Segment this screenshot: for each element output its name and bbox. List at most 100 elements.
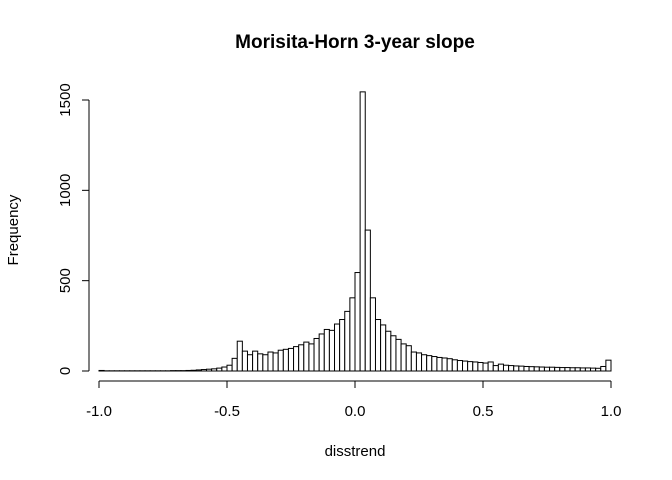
histogram-bar: [206, 368, 213, 372]
histogram-bar: [221, 366, 228, 372]
histogram-bar: [405, 345, 412, 372]
histogram-bar: [543, 366, 551, 372]
histogram-bar: [298, 344, 305, 372]
histogram-bar: [257, 353, 264, 372]
histogram-bar: [421, 354, 428, 372]
histogram-bar: [359, 91, 366, 372]
histogram-bar: [600, 365, 607, 372]
histogram-bar: [236, 340, 243, 372]
histogram-bar: [554, 366, 561, 372]
histogram-bar: [456, 360, 464, 372]
histogram-bar: [564, 367, 571, 372]
histogram-bar: [374, 319, 382, 372]
histogram-bar: [364, 229, 371, 372]
histogram-bar: [467, 361, 474, 372]
histogram-bar: [308, 343, 315, 372]
y-axis: 0 500 1000 1500: [57, 83, 90, 375]
x-axis: -1.0 -0.5 0.0 0.5 1.0: [86, 380, 622, 420]
histogram-bar: [431, 356, 438, 372]
histogram-bar: [559, 367, 566, 372]
histogram-bar: [369, 297, 376, 372]
histogram-bar: [523, 365, 530, 372]
histogram-bar: [323, 328, 330, 372]
histogram-bar: [318, 333, 325, 372]
histogram-bar: [380, 324, 387, 372]
histogram-bar: [451, 359, 458, 372]
y-tick-label: 0: [57, 367, 74, 375]
y-tick-label: 500: [57, 268, 74, 293]
histogram-bar: [267, 351, 274, 372]
histogram-bar: [344, 310, 351, 372]
histogram-bar: [477, 362, 484, 372]
histogram-bar: [339, 319, 346, 372]
x-tick-label: 0.0: [345, 403, 366, 420]
histogram-bar: [497, 363, 504, 372]
histogram-bar: [410, 351, 417, 372]
histogram-bar: [262, 354, 269, 372]
histogram-bar: [528, 366, 535, 372]
histogram-bar: [211, 368, 218, 372]
histogram-bar: [195, 369, 202, 372]
histogram-bar: [282, 348, 289, 372]
x-axis-label: disstrend: [325, 443, 386, 460]
histogram-bar: [226, 364, 233, 372]
histogram-bar: [328, 329, 336, 372]
histogram-bar: [590, 367, 597, 372]
histogram-bar: [200, 369, 208, 372]
histogram-bar: [605, 359, 612, 372]
histogram-bar: [349, 297, 356, 372]
histogram-bar: [492, 365, 499, 372]
histogram-bar: [482, 362, 489, 372]
y-axis-label: Frequency: [5, 194, 22, 265]
histogram-bar: [354, 272, 361, 372]
histogram-bar: [272, 352, 279, 372]
histogram-bar: [426, 355, 433, 372]
histogram-bar: [487, 361, 494, 372]
histogram-bar: [569, 367, 576, 372]
histogram-bar: [216, 367, 223, 372]
histogram-bar: [385, 330, 392, 372]
histogram-bar: [513, 365, 520, 372]
histogram-bar: [241, 350, 248, 372]
histogram-bar: [462, 360, 469, 372]
histogram-bar: [190, 369, 197, 372]
histogram-bar: [252, 350, 259, 372]
y-tick-label: 1000: [57, 174, 74, 207]
chart-title: Morisita-Horn 3-year slope: [235, 32, 475, 53]
histogram-bar: [400, 343, 407, 372]
histogram-bar: [441, 357, 448, 372]
histogram-bar: [446, 358, 453, 372]
x-tick-label: 0.5: [473, 403, 494, 420]
histogram-bar: [246, 354, 254, 372]
histogram-bar: [472, 361, 479, 372]
histogram-bar: [415, 352, 423, 372]
histogram-bars: [98, 91, 612, 372]
y-tick-label: 1500: [57, 83, 74, 116]
histogram-bar: [595, 367, 602, 372]
histogram-bar: [293, 346, 300, 372]
histogram-bar: [538, 366, 545, 372]
histogram-bar: [287, 347, 295, 372]
histogram-bar: [508, 365, 515, 372]
histogram-bar: [390, 335, 397, 372]
histogram-bar: [584, 367, 592, 372]
histogram-bar: [395, 338, 402, 372]
histogram-bar: [518, 365, 525, 372]
histogram-bar: [98, 369, 105, 372]
histogram-bar: [502, 364, 510, 372]
x-tick-label: -1.0: [86, 403, 112, 420]
histogram-bar: [303, 341, 310, 372]
histogram-bar: [533, 366, 540, 372]
histogram-bar: [231, 357, 238, 372]
histogram-bar: [549, 366, 556, 372]
histogram-bar: [313, 337, 320, 372]
histogram-bar: [436, 356, 443, 372]
histogram-bar: [185, 369, 192, 372]
x-tick-label: 1.0: [601, 403, 622, 420]
histogram-bar: [579, 367, 586, 372]
histogram-bar: [277, 349, 284, 372]
histogram-bar: [334, 323, 341, 372]
histogram-bar: [574, 367, 581, 372]
x-tick-label: -0.5: [214, 403, 240, 420]
